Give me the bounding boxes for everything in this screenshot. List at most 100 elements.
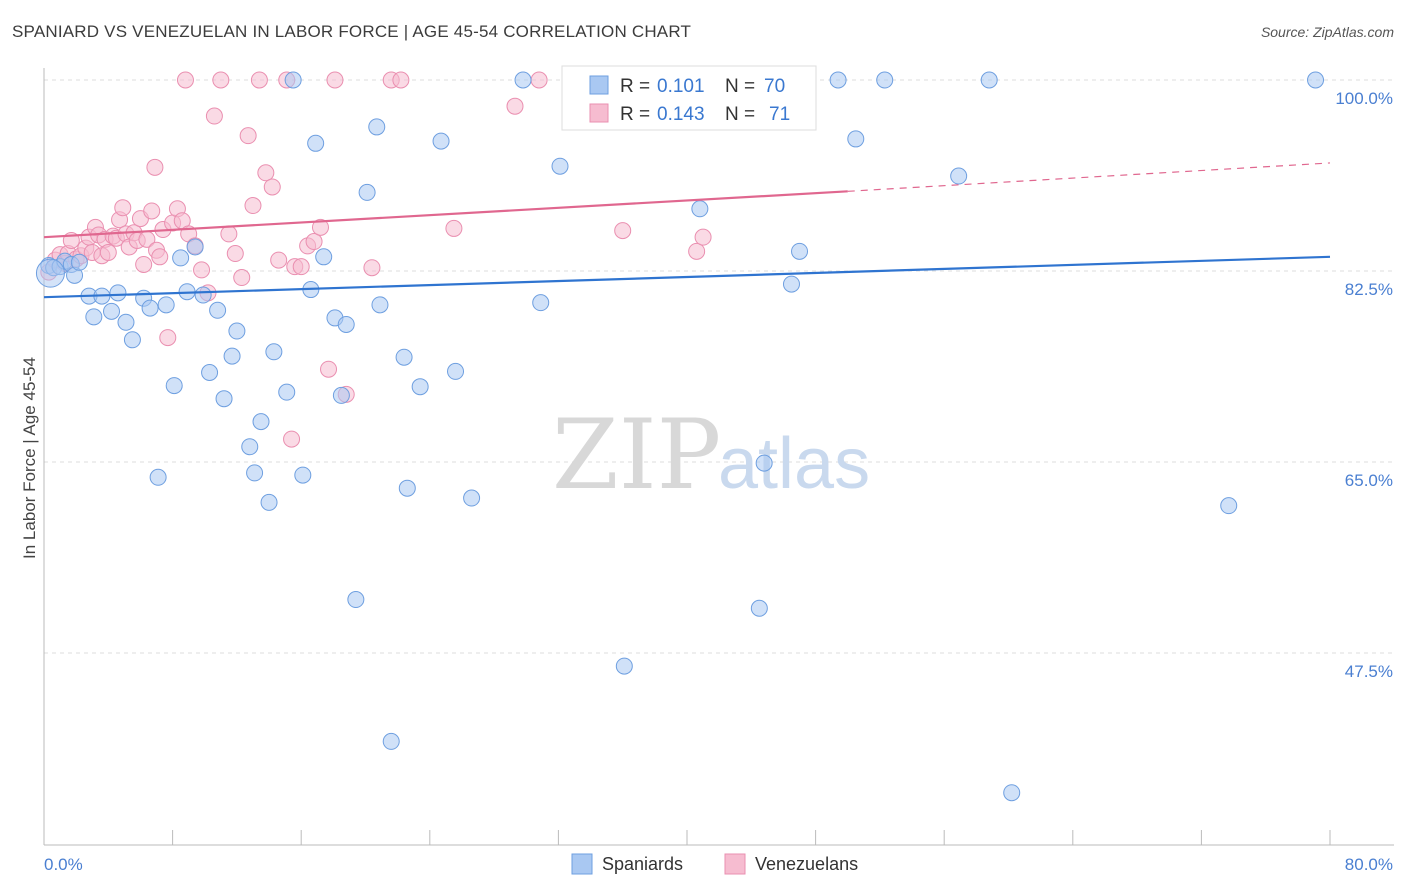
venezuelan-point (226, 245, 244, 263)
venezuelan-point (305, 233, 323, 251)
y-tick-label: 100.0% (1335, 89, 1393, 108)
venezuelan-point (250, 71, 268, 89)
spaniard-point (382, 732, 400, 750)
spaniard-point (294, 466, 312, 484)
spaniard-point (246, 464, 264, 482)
spaniard-point (157, 296, 175, 314)
venezuelan-point (530, 71, 548, 89)
venezuelan-point (292, 258, 310, 276)
spaniard-point (252, 413, 270, 431)
spaniard-point (347, 591, 365, 609)
legend-spaniards-label: Spaniards (602, 854, 683, 874)
spaniard-point (215, 390, 233, 408)
venezuelan-point (212, 71, 230, 89)
spaniard-point (109, 284, 127, 302)
spaniards-r-value: 0.101 (657, 76, 705, 97)
venezuelan-point (263, 178, 281, 196)
spaniard-point (186, 238, 204, 256)
spaniard-point (980, 71, 998, 89)
y-axis-label: In Labor Force | Age 45-54 (20, 357, 39, 559)
venezuelan-point (283, 430, 301, 448)
venezuelan-point (614, 222, 632, 240)
spaniard-point (1307, 71, 1325, 89)
spaniard-point (1003, 784, 1021, 802)
spaniard-point (532, 294, 550, 312)
legend-spaniards-swatch (571, 853, 593, 875)
spaniard-point (172, 249, 190, 267)
spaniard-point (791, 242, 809, 260)
venezuelan-point (694, 228, 712, 246)
venezuelan-point (146, 158, 164, 176)
spaniard-point (755, 454, 773, 472)
venezuelan-point (506, 97, 524, 115)
venezuelan-point (239, 127, 257, 145)
venezuelans-trend-line (43, 190, 848, 239)
venezuelan-point (135, 255, 153, 273)
spaniard-point (750, 599, 768, 617)
x-tick-label-max: 80.0% (1345, 855, 1393, 874)
spaniard-point (691, 200, 709, 218)
trend-lines (43, 162, 1331, 299)
legend-venezuelans-label: Venezuelans (755, 854, 858, 874)
spaniard-point (463, 489, 481, 507)
venezuelan-point (99, 243, 117, 261)
venezuelan-point (311, 218, 329, 236)
spaniard-point (141, 299, 159, 317)
spaniard-point (70, 253, 88, 271)
spaniards-r-label: R = (620, 76, 650, 97)
venezuelan-point (320, 360, 338, 378)
venezuelans-n-value: 71 (769, 104, 790, 125)
spaniard-point (223, 347, 241, 365)
venezuelan-point (363, 259, 381, 277)
spaniard-point (447, 362, 465, 380)
axes: 47.5% 65.0% 82.5% 100.0% 0.0% 80.0% (43, 68, 1394, 874)
venezuelan-point (257, 164, 275, 182)
venezuelan-point (220, 225, 238, 243)
spaniard-point (307, 134, 325, 152)
spaniard-point (398, 479, 416, 497)
y-tick-label: 47.5% (1345, 662, 1393, 681)
y-tick-label: 65.0% (1345, 471, 1393, 490)
venezuelan-point (326, 71, 344, 89)
spaniard-point (395, 348, 413, 366)
spaniard-point (615, 657, 633, 675)
venezuelan-point (270, 251, 288, 269)
venezuelan-point (151, 248, 169, 266)
series-legend: Spaniards Venezuelans (571, 853, 858, 875)
venezuelan-point (114, 199, 132, 217)
venezuelans-trend-extension (847, 162, 1331, 192)
spaniard-point (123, 331, 141, 349)
spaniard-point (847, 130, 865, 148)
spaniard-point (829, 71, 847, 89)
spaniards-points (35, 71, 1325, 802)
spaniard-point (85, 308, 103, 326)
spaniard-point (368, 118, 386, 136)
venezuelans-r-value: 0.143 (657, 104, 705, 125)
spaniard-point (241, 438, 259, 456)
spaniards-swatch (589, 75, 609, 95)
legend-venezuelans-swatch (724, 853, 746, 875)
spaniard-point (149, 468, 167, 486)
spaniards-n-label: N = (725, 76, 755, 97)
spaniard-point (201, 364, 219, 382)
venezuelan-point (143, 202, 161, 220)
spaniard-point (432, 132, 450, 150)
spaniard-point (260, 493, 278, 511)
y-tick-label: 82.5% (1345, 280, 1393, 299)
chart-title: SPANIARD VS VENEZUELAN IN LABOR FORCE | … (12, 22, 692, 41)
venezuelan-point (205, 107, 223, 125)
stats-legend: R = 0.101 N = 70 R = 0.143 N = 71 (561, 65, 817, 131)
venezuelan-point (193, 261, 211, 279)
spaniard-point (1220, 497, 1238, 515)
venezuelans-swatch (589, 103, 609, 123)
spaniard-point (551, 157, 569, 175)
spaniard-point (194, 286, 212, 304)
spaniard-point (209, 301, 227, 319)
venezuelan-point (233, 269, 251, 287)
venezuelan-point (688, 242, 706, 260)
spaniard-point (337, 315, 355, 333)
spaniard-point (228, 322, 246, 340)
spaniard-point (278, 383, 296, 401)
spaniards-n-value: 70 (764, 76, 785, 97)
